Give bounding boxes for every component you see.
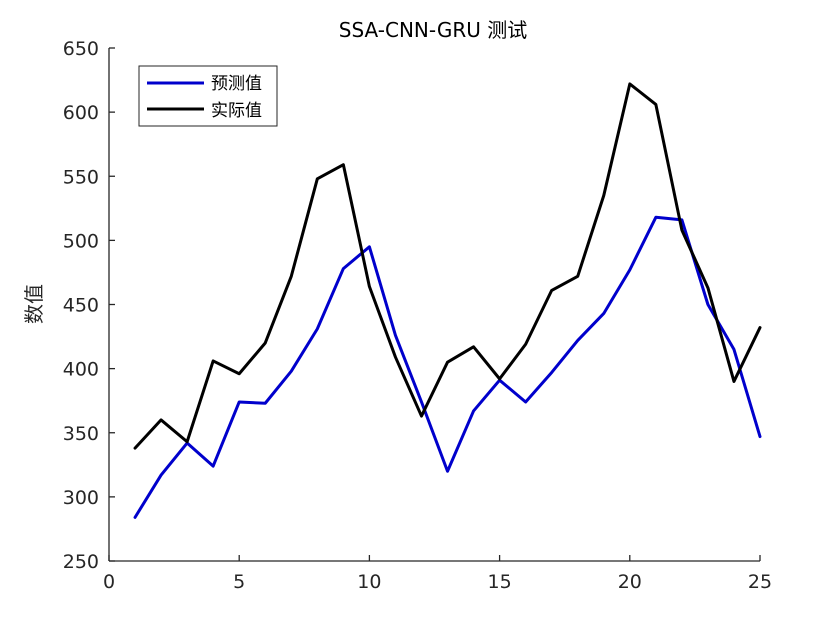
legend-label-predicted: 预测值 (211, 74, 262, 94)
y-tick-label: 500 (63, 230, 99, 252)
x-tick-label: 25 (748, 571, 772, 593)
y-axis-label: 数值 (22, 284, 46, 324)
y-tick-label: 300 (63, 487, 99, 509)
x-ticks: 0 5 10 15 20 25 (103, 555, 772, 593)
series-line-predicted (133, 215, 762, 519)
axes: 0 5 10 15 20 25 250 300 350 400 450 500 550 600 650 (63, 38, 772, 593)
y-tick-label: 450 (63, 295, 99, 317)
x-tick-label: 15 (488, 571, 512, 593)
y-tick-label: 400 (63, 359, 99, 381)
y-tick-label: 650 (63, 38, 99, 60)
legend-box (138, 65, 278, 127)
x-tick-label: 5 (233, 571, 245, 593)
x-tick-label: 10 (357, 571, 381, 593)
plot-area (133, 82, 762, 519)
legend-label-actual: 实际值 (211, 101, 262, 121)
y-tick-label: 600 (63, 102, 99, 124)
legend: 预测值 实际值 (138, 65, 278, 127)
y-tick-label: 550 (63, 166, 99, 188)
y-tick-label: 350 (63, 423, 99, 445)
y-tick-label: 250 (63, 551, 99, 573)
y-ticks: 250 300 350 400 450 500 550 600 650 (63, 38, 115, 573)
x-tick-label: 20 (618, 571, 642, 593)
chart-title: SSA-CNN-GRU 测试 (339, 18, 527, 42)
x-tick-label: 0 (103, 571, 115, 593)
series-line-actual (133, 82, 762, 450)
